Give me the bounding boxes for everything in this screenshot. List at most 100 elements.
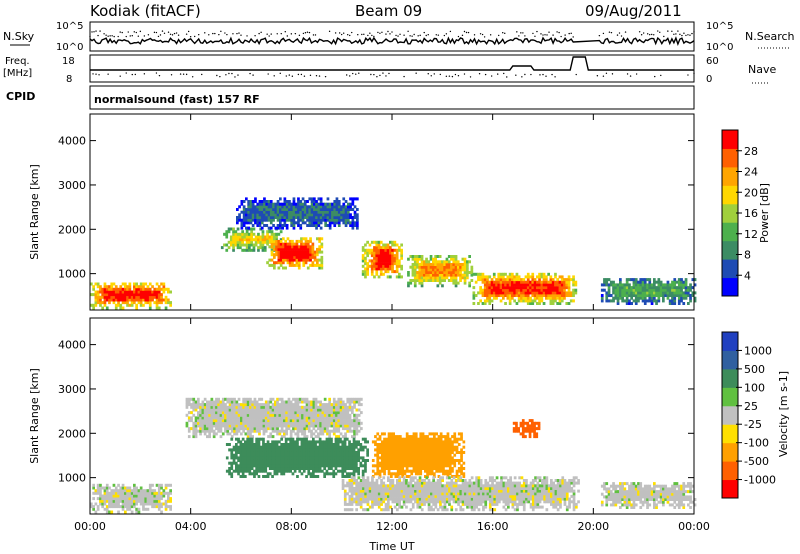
heatmap-cell	[300, 445, 304, 449]
heatmap-cell	[380, 432, 384, 436]
heatmap-cell	[264, 469, 268, 473]
heatmap-cell	[408, 451, 411, 454]
heatmap-cell	[280, 461, 283, 465]
heatmap-cell	[437, 469, 441, 473]
heatmap-cell	[227, 240, 231, 244]
heatmap-cell	[224, 424, 227, 428]
nsearch-point	[266, 33, 268, 35]
heatmap-cell	[387, 472, 391, 476]
heatmap-cell	[436, 276, 440, 280]
heatmap-cell	[242, 424, 245, 428]
heatmap-cell	[291, 258, 294, 262]
heatmap-cell	[307, 403, 311, 407]
heatmap-cell	[393, 248, 397, 252]
heatmap-cell	[287, 408, 291, 412]
heatmap-cell	[251, 424, 254, 428]
heatmap-cell	[199, 427, 202, 431]
heatmap-cell	[274, 408, 277, 412]
heatmap-cell	[279, 210, 282, 214]
heatmap-cell	[387, 451, 391, 454]
heatmap-cell	[289, 459, 292, 462]
heatmap-cell	[366, 251, 369, 255]
heatmap-cell	[403, 445, 407, 449]
heatmap-cell	[297, 202, 300, 206]
heatmap-cell	[284, 437, 288, 441]
heatmap-cell	[233, 403, 236, 407]
heatmap-cell	[400, 254, 403, 258]
heatmap-cell	[197, 429, 200, 433]
heatmap-cell	[513, 288, 516, 292]
heatmap-cell	[330, 405, 334, 409]
nsearch-point	[177, 34, 180, 36]
nave-point	[95, 73, 97, 75]
heatmap-cell	[260, 213, 264, 217]
heatmap-cell	[267, 200, 271, 203]
heatmap-cell	[279, 247, 283, 251]
heatmap-cell	[526, 296, 530, 300]
heatmap-cell	[146, 285, 150, 289]
heatmap-cell	[313, 258, 317, 262]
heatmap-cell	[242, 208, 246, 211]
heatmap-cell	[240, 424, 243, 428]
heatmap-cell	[241, 445, 245, 449]
nsearch-point	[155, 31, 158, 34]
heatmap-cell	[306, 239, 310, 243]
heatmap-cell	[276, 400, 279, 404]
heatmap-cell	[355, 445, 358, 449]
heatmap-cell	[337, 208, 341, 211]
heatmap-cell	[434, 273, 437, 277]
nsearch-point	[103, 33, 105, 35]
heatmap-cell	[560, 280, 564, 284]
heatmap-cell	[344, 205, 348, 209]
heatmap-cell	[316, 247, 319, 251]
heatmap-cell	[341, 461, 345, 465]
heatmap-cell	[253, 451, 256, 454]
nsearch-point	[208, 34, 210, 36]
heatmap-cell	[266, 456, 270, 460]
heatmap-cell	[240, 432, 243, 436]
heatmap-cell	[295, 247, 299, 251]
heatmap-cell	[285, 216, 289, 219]
heatmap-cell	[300, 245, 303, 249]
heatmap-cell	[148, 301, 152, 305]
heatmap-cell	[324, 210, 327, 214]
heatmap-cell	[280, 443, 283, 446]
heatmap-cell	[326, 405, 329, 409]
heatmap-cell	[255, 405, 259, 409]
heatmap-cell	[426, 472, 429, 476]
heatmap-cell	[664, 291, 667, 295]
nsearch-point	[373, 35, 375, 38]
heatmap-cell	[287, 405, 291, 409]
heatmap-cell	[307, 456, 311, 460]
heatmap-cell	[439, 467, 443, 470]
heatmap-cell	[263, 246, 267, 250]
heatmap-cell	[310, 403, 313, 407]
heatmap-cell	[292, 411, 295, 415]
heatmap-cell	[355, 443, 358, 446]
heatmap-cell	[361, 264, 365, 268]
heatmap-cell	[250, 248, 253, 252]
heatmap-cell	[560, 286, 564, 290]
heatmap-cell	[393, 243, 397, 247]
heatmap-cell	[368, 259, 372, 263]
heatmap-cell	[275, 445, 279, 449]
heatmap-cell	[259, 448, 263, 452]
heatmap-cell	[508, 286, 512, 290]
heatmap-cell	[344, 403, 347, 407]
heatmap-cell	[244, 475, 247, 478]
heatmap-cell	[314, 464, 317, 468]
heatmap-cell	[637, 296, 640, 300]
heatmap-cell	[305, 456, 308, 460]
heatmap-cell	[396, 461, 400, 465]
heatmap-cell	[435, 451, 438, 454]
heatmap-cell	[616, 286, 620, 290]
heatmap-cell	[450, 257, 453, 261]
nave-point	[611, 73, 614, 75]
heatmap-cell	[148, 483, 152, 487]
heatmap-cell	[294, 408, 298, 412]
heatmap-cell	[540, 275, 544, 279]
heatmap-cell	[215, 427, 218, 431]
heatmap-cell	[347, 213, 350, 217]
heatmap-cell	[327, 459, 331, 462]
heatmap-cell	[370, 259, 374, 263]
